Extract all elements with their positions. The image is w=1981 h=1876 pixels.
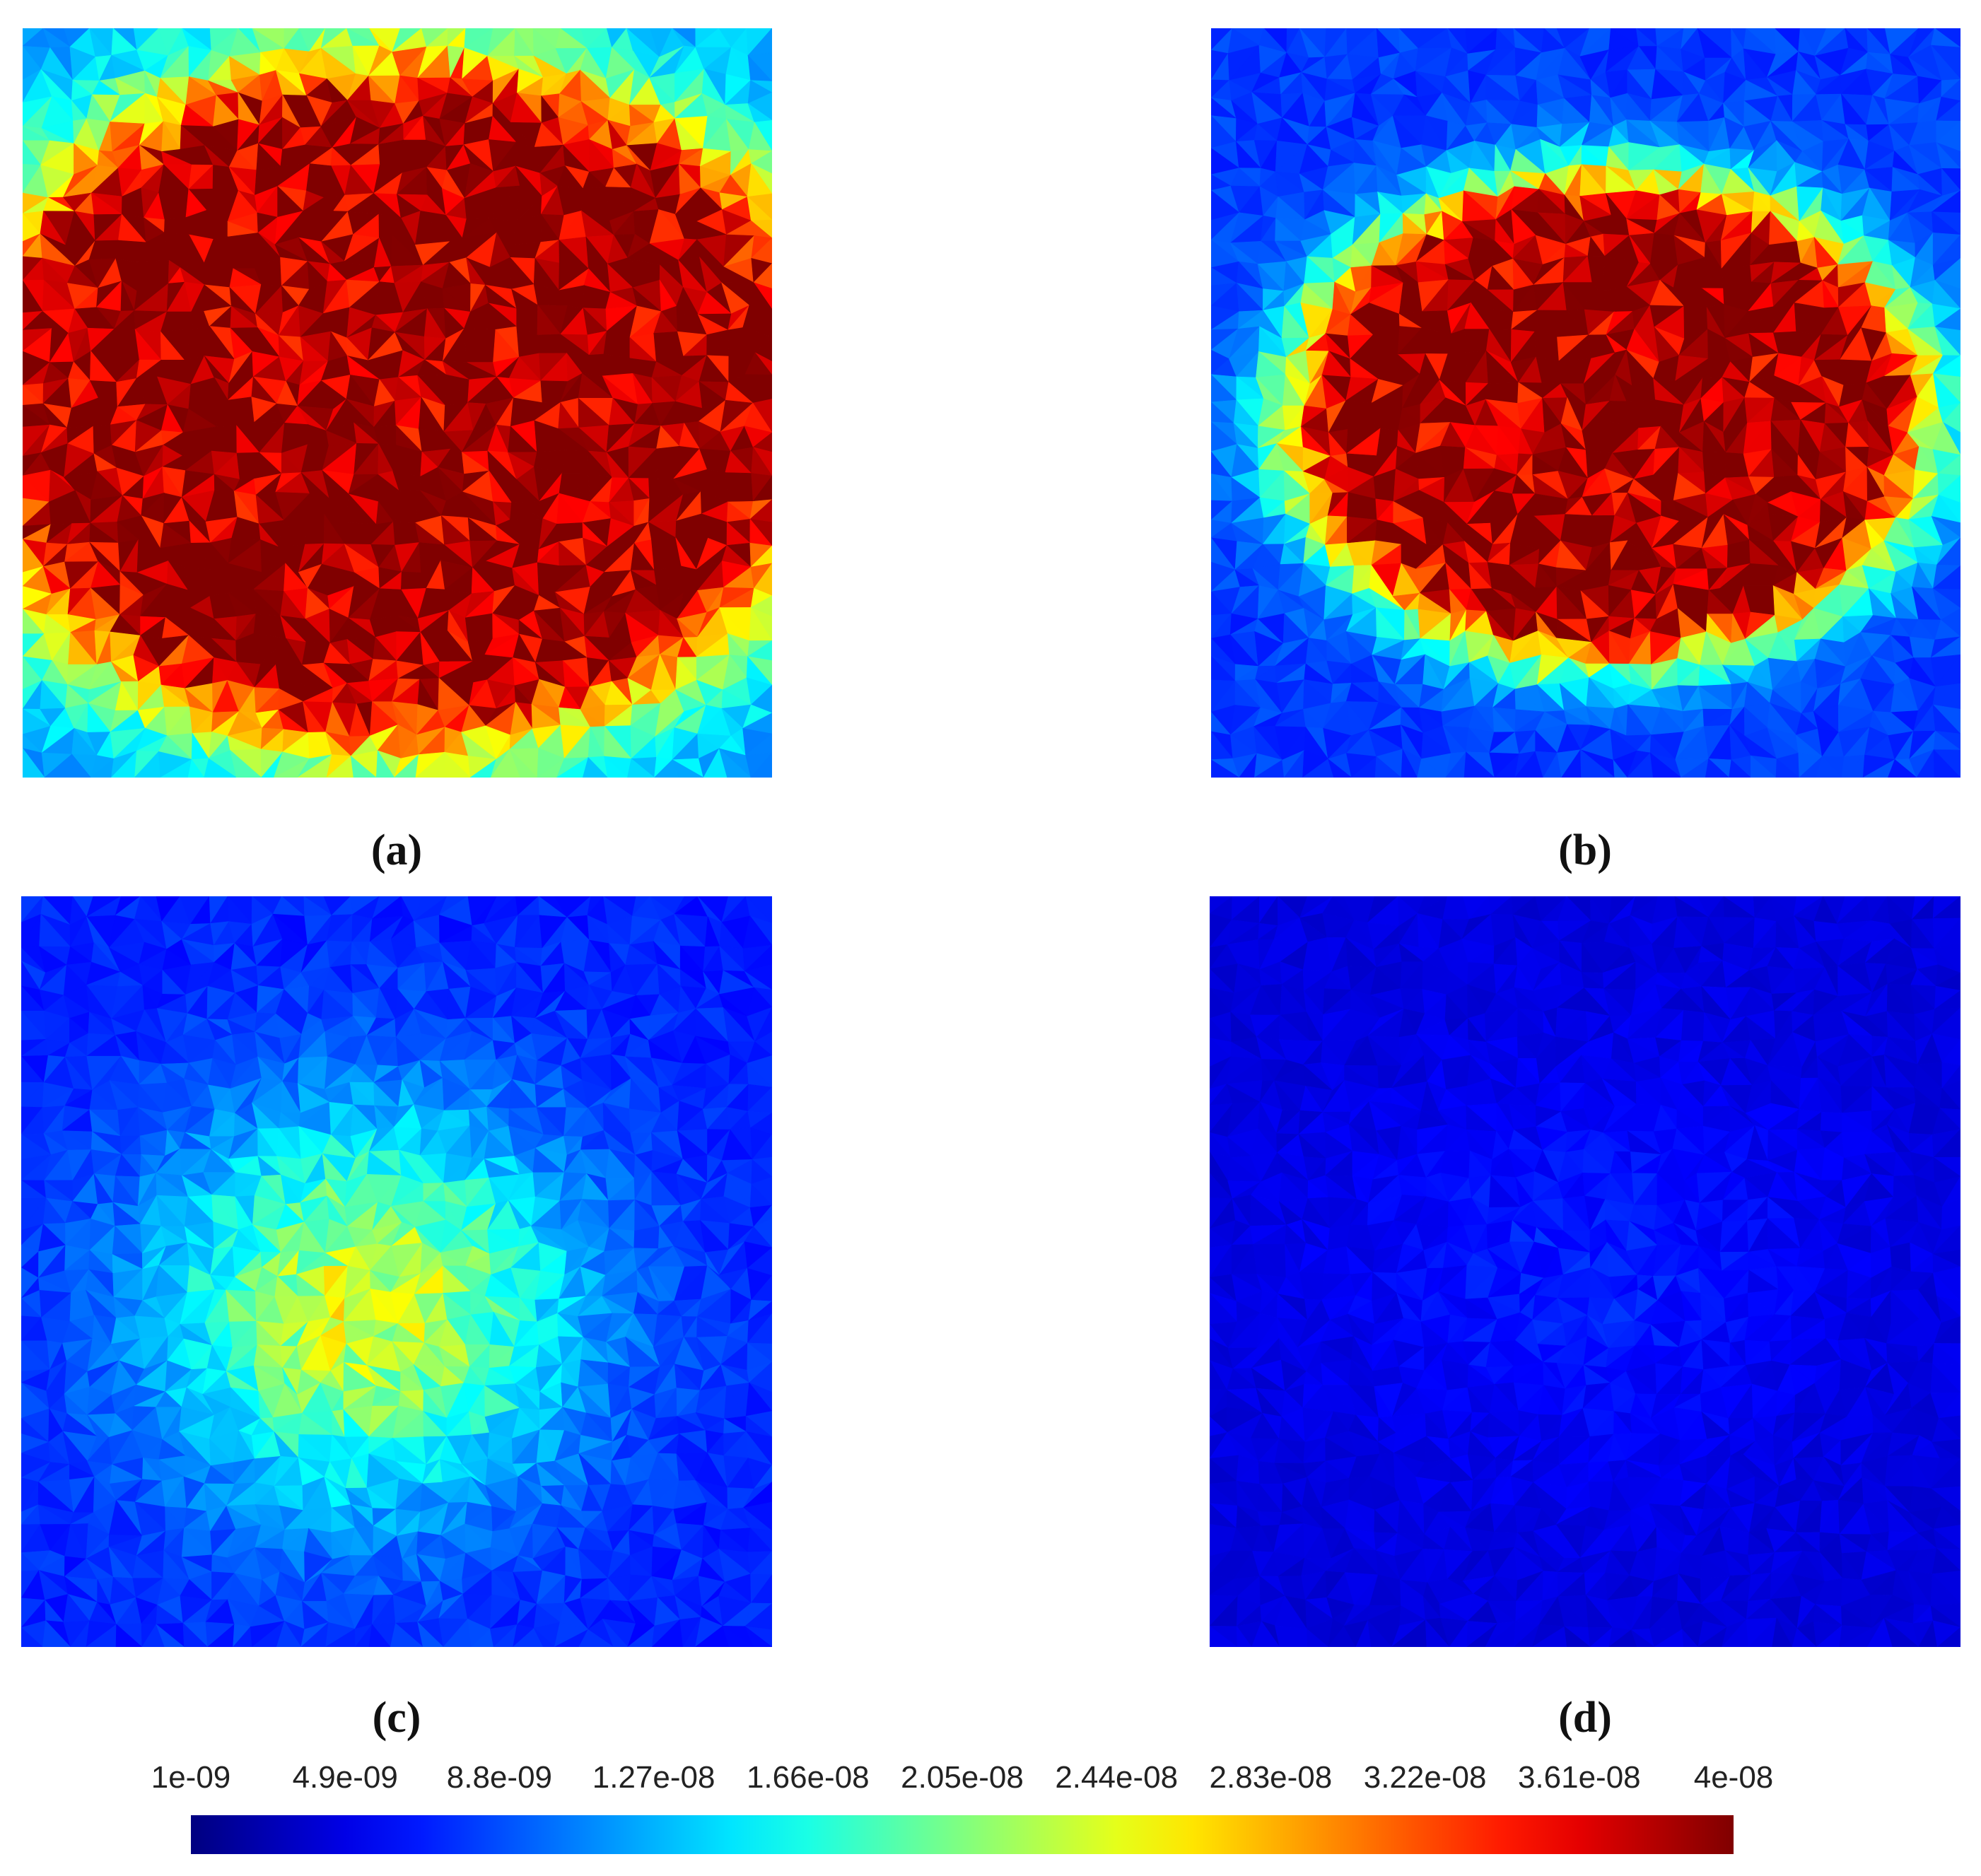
mesh-cell xyxy=(1463,751,1495,778)
heatmap-panel-c xyxy=(21,896,772,1647)
heatmap-panel-a xyxy=(23,28,772,778)
heatmap-a-svg xyxy=(23,28,772,778)
mesh-cell xyxy=(444,751,471,778)
mesh-cell xyxy=(1775,758,1800,778)
mesh-cell xyxy=(1816,756,1842,778)
mesh-cell xyxy=(350,755,377,778)
mesh-cell xyxy=(1888,759,1917,778)
mesh-cell xyxy=(1374,756,1402,778)
mesh-cell xyxy=(204,758,237,778)
heatmap-panel-b xyxy=(1211,28,1960,778)
heatmap-b-svg xyxy=(1211,28,1960,778)
mesh-cell xyxy=(375,749,395,778)
mesh-cell xyxy=(1933,749,1960,778)
mesh-cell xyxy=(1750,755,1777,778)
mesh-cell xyxy=(1580,749,1615,778)
mesh-cell xyxy=(1705,758,1729,778)
mesh-cell xyxy=(71,754,91,778)
mesh-cell xyxy=(1401,748,1418,778)
mesh-cell xyxy=(1729,759,1751,778)
mesh-cell xyxy=(1328,758,1352,778)
mesh-cell xyxy=(1649,752,1682,778)
mesh-cell xyxy=(1417,758,1447,778)
mesh-cell xyxy=(582,757,608,778)
mesh-cell xyxy=(509,749,538,778)
mesh-cell xyxy=(1211,759,1240,778)
mesh-cell xyxy=(604,756,628,778)
mesh-cell xyxy=(187,758,205,778)
mesh-cell xyxy=(672,759,704,778)
mesh-cell xyxy=(1613,759,1628,778)
mesh-cell xyxy=(230,749,262,778)
mesh-cell xyxy=(627,758,655,778)
heatmap-c-svg xyxy=(21,896,772,1647)
mesh-cell xyxy=(750,752,772,778)
mesh-cell xyxy=(23,747,45,778)
mesh-cell xyxy=(718,747,752,778)
